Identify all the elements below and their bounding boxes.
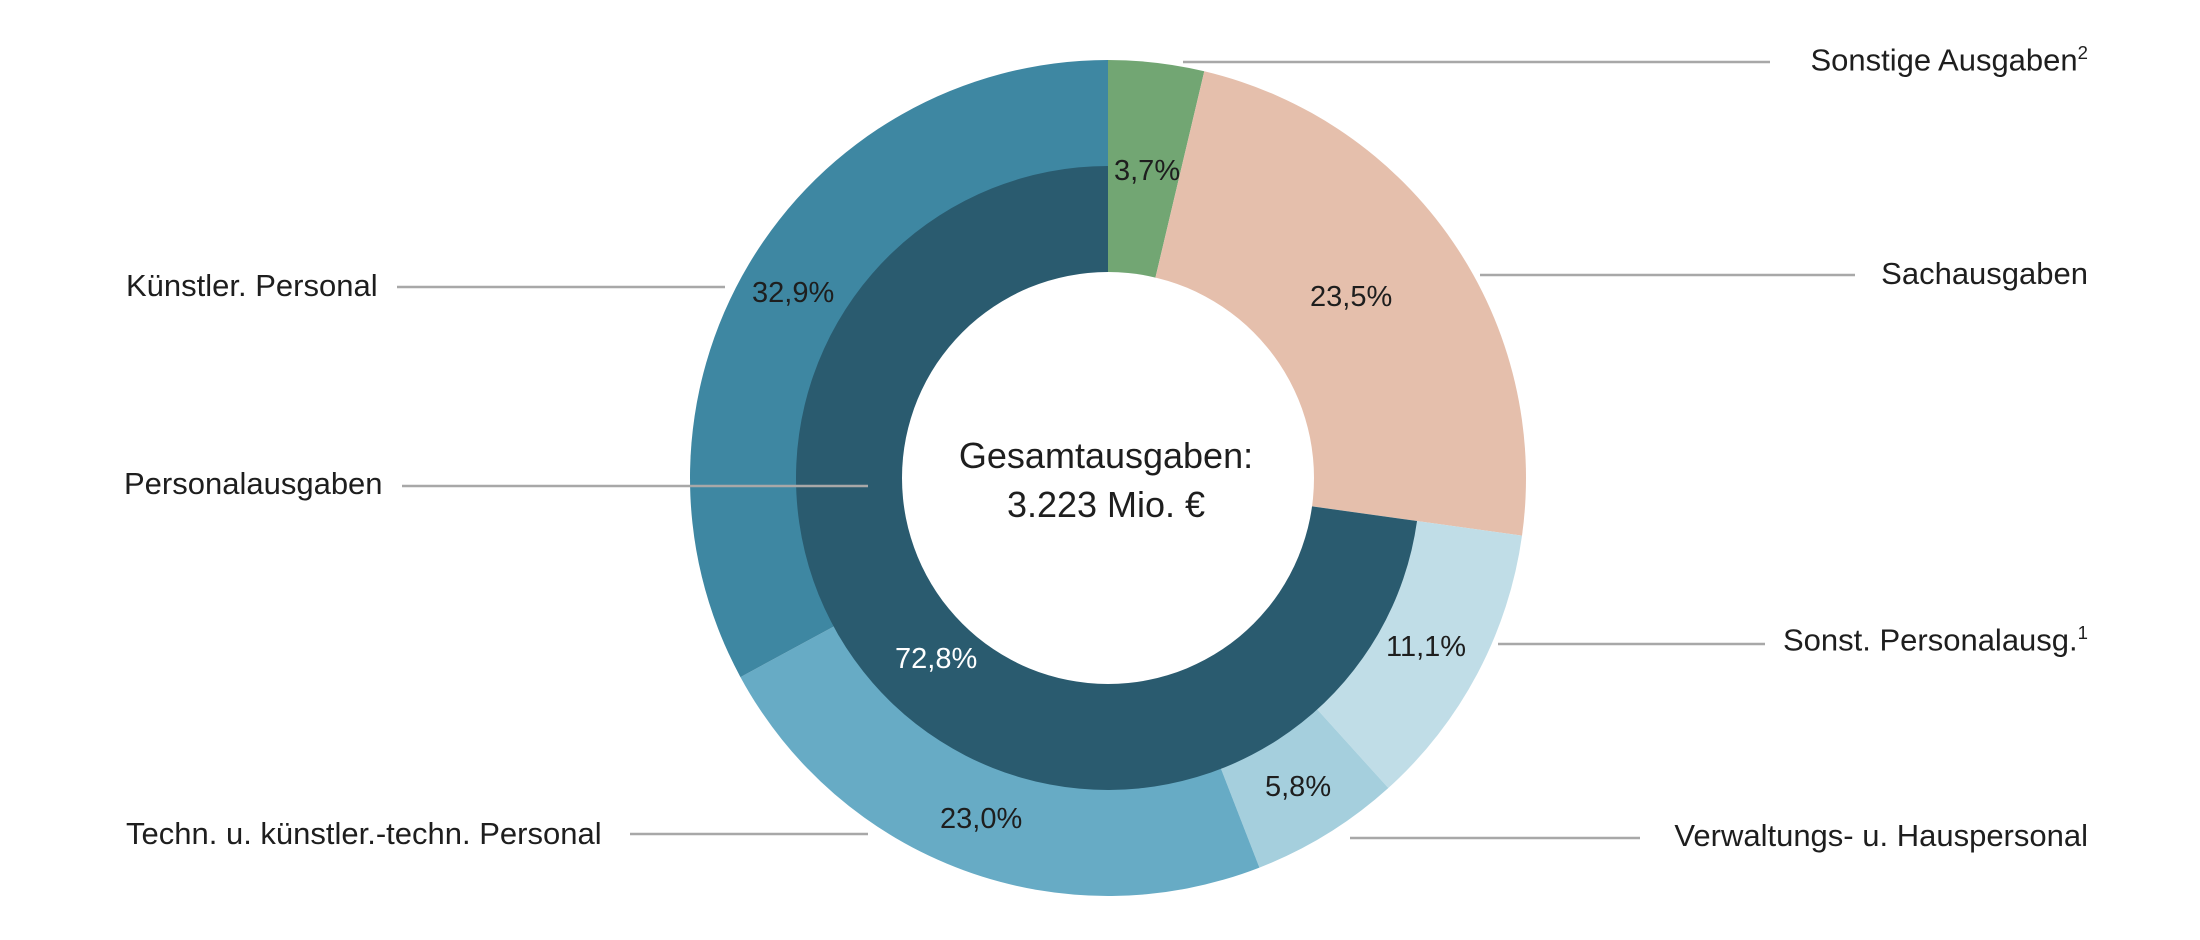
inner-ring <box>795 165 1418 790</box>
center-label: Gesamtausgaben: 3.223 Mio. € <box>916 432 1296 529</box>
value-label-sonstige-ausgaben: 3,7% <box>1114 155 1181 187</box>
label-sonstige-ausgaben-text: Sonstige Ausgaben <box>1810 42 2078 78</box>
footnote-marker: 2 <box>2077 42 2088 63</box>
value-label-sonst-personalausg: 11,1% <box>1386 631 1467 663</box>
center-label-line2: 3.223 Mio. € <box>1006 483 1206 525</box>
label-sonst-personalausg-text: Sonst. Personalausg. <box>1782 622 2078 658</box>
value-label-personalausgaben: 72,8% <box>895 643 978 675</box>
label-verwaltungspersonal: Verwaltungs- u. Hauspersonal <box>1674 818 2088 853</box>
value-label-kuenstler-personal: 32,9% <box>752 277 835 309</box>
leader-lines <box>397 60 1855 840</box>
value-label-sachausgaben: 23,5% <box>1310 281 1393 313</box>
center-label-line1: Gesamtausgaben: <box>958 435 1254 476</box>
label-personalausgaben: Personalausgaben <box>124 466 383 501</box>
label-sonst-personalausg: Sonst. Personalausg.1 <box>1782 622 2088 658</box>
label-sonstige-ausgaben: Sonstige Ausgaben2 <box>1810 42 2088 78</box>
label-techn-personal: Techn. u. künstler.-techn. Personal <box>126 816 602 851</box>
donut-hole <box>902 272 1314 684</box>
footnote-marker: 1 <box>2077 622 2088 643</box>
label-kuenstler-personal: Künstler. Personal <box>126 268 378 303</box>
value-label-verwaltungspersonal: 5,8% <box>1265 771 1332 803</box>
value-label-techn-personal: 23,0% <box>940 803 1023 835</box>
label-sachausgaben: Sachausgaben <box>1881 256 2088 291</box>
